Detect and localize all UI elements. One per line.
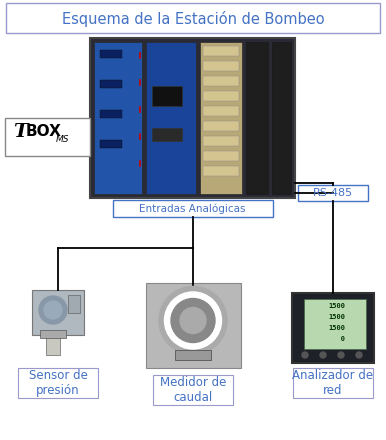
Bar bbox=[32, 290, 84, 335]
Bar bbox=[68, 295, 80, 313]
Circle shape bbox=[39, 296, 67, 324]
Bar bbox=[298, 185, 368, 201]
Bar bbox=[100, 140, 122, 148]
Bar bbox=[293, 368, 373, 398]
Bar bbox=[203, 166, 239, 176]
Circle shape bbox=[320, 352, 326, 358]
Circle shape bbox=[180, 308, 206, 334]
Circle shape bbox=[171, 298, 215, 342]
Text: MS: MS bbox=[56, 136, 69, 144]
Bar bbox=[100, 50, 122, 58]
Text: T: T bbox=[13, 123, 27, 141]
Bar bbox=[46, 333, 60, 355]
Bar bbox=[152, 86, 182, 106]
Bar bbox=[94, 42, 142, 194]
Bar bbox=[203, 91, 239, 101]
Bar bbox=[90, 38, 295, 198]
Text: Analizador de
red: Analizador de red bbox=[293, 369, 374, 397]
Bar bbox=[203, 61, 239, 71]
Text: 1500: 1500 bbox=[328, 314, 345, 320]
Text: Esquema de la Estación de Bombeo: Esquema de la Estación de Bombeo bbox=[62, 11, 324, 27]
Circle shape bbox=[338, 352, 344, 358]
Bar bbox=[153, 375, 233, 405]
Bar bbox=[5, 118, 90, 156]
Text: Sensor de
presión: Sensor de presión bbox=[29, 369, 88, 397]
Bar bbox=[272, 42, 291, 194]
Circle shape bbox=[302, 352, 308, 358]
Bar bbox=[175, 350, 211, 360]
Bar bbox=[203, 136, 239, 146]
Text: RS-485: RS-485 bbox=[313, 188, 353, 198]
Bar bbox=[146, 42, 196, 194]
Circle shape bbox=[356, 352, 362, 358]
Bar bbox=[292, 293, 374, 363]
Bar bbox=[246, 42, 268, 194]
Bar bbox=[203, 46, 239, 56]
Bar bbox=[152, 128, 182, 141]
Bar bbox=[100, 110, 122, 118]
Bar bbox=[203, 151, 239, 161]
Text: 0: 0 bbox=[328, 336, 345, 342]
Text: 1500: 1500 bbox=[328, 325, 345, 331]
Bar bbox=[146, 283, 240, 368]
Text: Medidor de
caudal: Medidor de caudal bbox=[160, 376, 226, 404]
Text: 1500: 1500 bbox=[328, 303, 345, 309]
Circle shape bbox=[44, 301, 62, 319]
Bar bbox=[112, 200, 273, 217]
Bar bbox=[200, 42, 242, 194]
FancyBboxPatch shape bbox=[6, 3, 380, 33]
Bar bbox=[304, 299, 366, 349]
Bar bbox=[203, 106, 239, 116]
Bar bbox=[203, 76, 239, 86]
Bar bbox=[18, 368, 98, 398]
Text: BOX: BOX bbox=[26, 125, 62, 139]
Circle shape bbox=[161, 289, 225, 352]
Bar bbox=[203, 121, 239, 131]
Text: Entradas Analógicas: Entradas Analógicas bbox=[139, 203, 246, 214]
Bar bbox=[40, 330, 66, 338]
Bar bbox=[100, 80, 122, 88]
